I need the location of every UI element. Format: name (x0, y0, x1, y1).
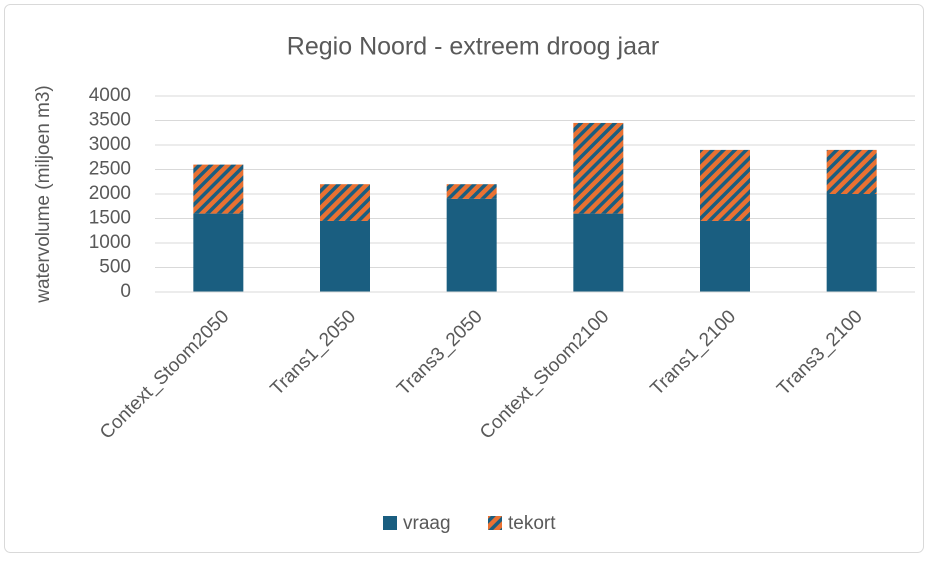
bar-segment (320, 184, 370, 221)
y-tick-label: 0 (120, 281, 131, 302)
bar-segment (446, 184, 497, 199)
legend-swatch (383, 516, 397, 530)
legend-swatch (488, 516, 502, 530)
legend-label: vraag (403, 513, 451, 534)
y-tick-label: 4000 (89, 85, 131, 106)
y-tick-label: 1000 (89, 232, 131, 253)
bar-segment (826, 194, 877, 292)
y-tick-label: 500 (99, 257, 131, 278)
bar-segment (193, 213, 244, 292)
bar-segment (193, 164, 244, 214)
bar-segment (573, 122, 624, 214)
y-tick-label: 3000 (89, 134, 131, 155)
y-tick-label: 3500 (89, 110, 131, 131)
bar-segment (700, 220, 750, 292)
chart-title: Regio Noord - extreem droog jaar (287, 33, 659, 61)
legend-label: tekort (508, 513, 556, 534)
bar-segment (826, 149, 877, 194)
y-tick-label: 2500 (89, 159, 131, 180)
y-tick-label: 1500 (89, 208, 131, 229)
bar-segment (573, 213, 624, 292)
y-tick-label: 2000 (89, 183, 131, 204)
y-axis-label: watervolume (miljoen m3) (33, 85, 54, 304)
bar-segment (700, 149, 750, 221)
bar-segment (446, 198, 497, 292)
bar-segment (320, 220, 370, 292)
